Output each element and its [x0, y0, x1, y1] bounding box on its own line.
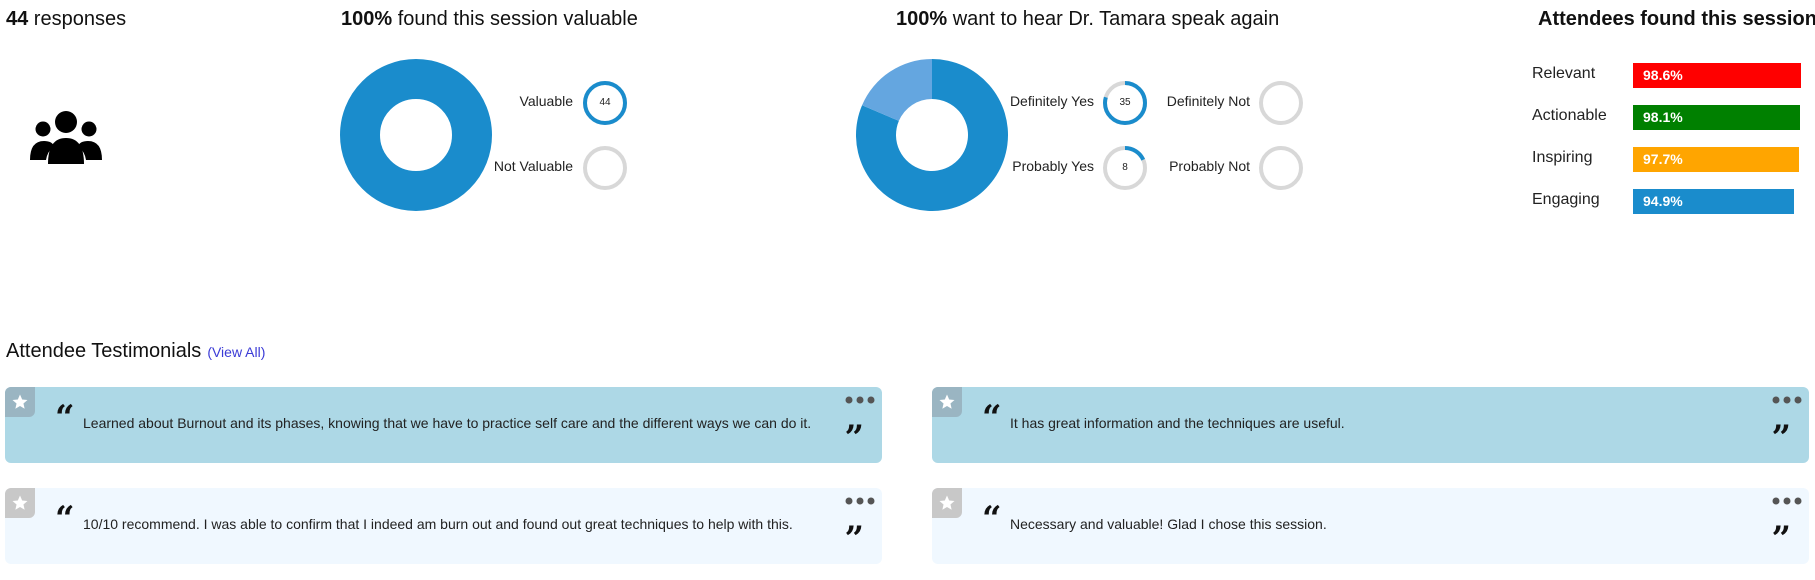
legend-not-valuable-ring — [583, 146, 627, 190]
quote-close-icon: ” — [1771, 519, 1791, 559]
metric-actionable-bar: 98.1% — [1633, 105, 1800, 130]
legend-definitely-yes-label: Definitely Yes — [1009, 93, 1094, 109]
quote-open-icon: “ — [982, 499, 1002, 539]
metric-engaging-label: Engaging — [1532, 191, 1600, 208]
legend-definitely-not-label: Definitely Not — [1166, 93, 1250, 109]
speak-again-slice — [856, 59, 1008, 211]
legend-definitely-yes-count: 35 — [1119, 97, 1131, 108]
metric-inspiring-bar: 97.7% — [1633, 147, 1800, 172]
legend-probably-yes-count: 8 — [1122, 162, 1128, 173]
speak-again-title-text: want to hear Dr. Tamara speak again — [947, 8, 1280, 30]
speak-again-percent: 100% — [896, 8, 948, 30]
ring-track — [1259, 81, 1303, 125]
star-icon[interactable] — [932, 488, 962, 518]
testimonial-text: 10/10 recommend. I was able to confirm t… — [83, 516, 793, 532]
legend-probably-not-label: Probably Not — [1169, 158, 1250, 174]
legend-valuable-label: Valuable — [519, 93, 573, 109]
ring-track — [1259, 146, 1303, 190]
legend-probably-not-ring — [1259, 146, 1303, 190]
legend-valuable-count: 44 — [599, 97, 611, 108]
testimonial-text: Learned about Burnout and its phases, kn… — [83, 415, 812, 431]
testimonial-text: Necessary and valuable! Glad I chose thi… — [1010, 516, 1327, 532]
attendees-found-heading: Attendees found this session — [1538, 8, 1815, 30]
more-dots-icon[interactable] — [1771, 496, 1803, 506]
more-dots-icon[interactable] — [844, 496, 876, 506]
more-dots-icon[interactable] — [1771, 395, 1803, 405]
quote-open-icon: “ — [55, 398, 75, 438]
ring-track — [583, 146, 627, 190]
testimonial-card: “ Necessary and valuable! Glad I chose t… — [932, 488, 1809, 564]
responses-label: responses — [28, 8, 127, 30]
quote-close-icon: ” — [844, 519, 864, 559]
more-dots-icon[interactable] — [844, 395, 876, 405]
valuable-donut-chart — [340, 59, 492, 211]
ring-progress — [1103, 81, 1147, 125]
legend-definitely-not-ring — [1259, 81, 1303, 125]
legend-probably-yes-ring — [1103, 146, 1147, 190]
ring-progress — [583, 81, 627, 125]
metric-relevant-bar: 98.6% — [1633, 63, 1801, 88]
testimonial-text: It has great information and the techniq… — [1010, 415, 1345, 431]
speak-again-heading: 100% want to hear Dr. Tamara speak again — [896, 8, 1279, 31]
quote-close-icon: ” — [844, 418, 864, 458]
valuable-percent: 100% — [341, 8, 393, 30]
legend-valuable-ring — [583, 81, 627, 125]
quote-open-icon: “ — [982, 398, 1002, 438]
legend-definitely-yes-ring — [1103, 81, 1147, 125]
speak-again-donut-chart — [856, 59, 1008, 211]
testimonials-heading: Attendee Testimonials (View All) — [6, 340, 265, 363]
metric-relevant-label: Relevant — [1532, 65, 1596, 82]
legend-probably-yes-label: Probably Yes — [1012, 158, 1094, 174]
metric-engaging-bar: 94.9% — [1633, 189, 1795, 214]
responses-count: 44 — [6, 8, 29, 30]
ring-progress — [1103, 146, 1147, 190]
valuable-heading: 100% found this session valuable — [341, 8, 638, 31]
testimonial-card: “ It has great information and the techn… — [932, 387, 1809, 463]
metric-inspiring-label: Inspiring — [1532, 149, 1593, 166]
star-icon[interactable] — [5, 387, 35, 417]
star-icon[interactable] — [5, 488, 35, 518]
valuable-title-text: found this session valuable — [392, 8, 638, 30]
quote-close-icon: ” — [1771, 418, 1791, 458]
quote-open-icon: “ — [55, 499, 75, 539]
testimonial-card: “ 10/10 recommend. I was able to confirm… — [5, 488, 882, 564]
view-all-link[interactable]: (View All) — [207, 344, 266, 360]
responses-count-heading: 44 responses — [6, 8, 126, 31]
legend-not-valuable-label: Not Valuable — [493, 158, 573, 174]
people-group-icon — [30, 111, 102, 164]
speak-again-slice — [862, 59, 932, 121]
testimonial-card: “ Learned about Burnout and its phases, … — [5, 387, 882, 463]
testimonials-title: Attendee Testimonials — [6, 340, 202, 362]
valuable-slice — [340, 59, 492, 211]
metric-actionable-label: Actionable — [1532, 107, 1607, 124]
star-icon[interactable] — [932, 387, 962, 417]
